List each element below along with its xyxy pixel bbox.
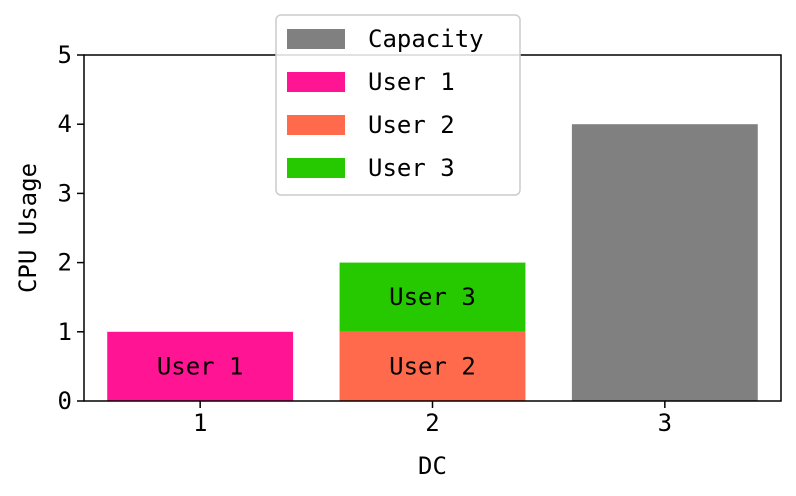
- y-tick-label: 4: [58, 110, 72, 138]
- y-tick-label: 1: [58, 318, 72, 346]
- bar-user-3-dc2: [339, 262, 526, 332]
- legend-label-capacity: Capacity: [368, 25, 484, 53]
- legend-swatch-user-1: [287, 72, 345, 92]
- y-tick-label: 2: [58, 249, 72, 277]
- bar-user-2-dc2: [339, 331, 526, 401]
- legend-swatch-capacity: [287, 29, 345, 49]
- x-axis: 1 2 3: [193, 401, 672, 437]
- legend-label-user-3: User 3: [368, 154, 455, 182]
- legend-label-user-2: User 2: [368, 111, 455, 139]
- bars-group: [107, 124, 758, 401]
- y-tick-label: 0: [58, 387, 72, 415]
- x-tick-label: 3: [658, 409, 672, 437]
- bar-user-1-dc1: [107, 331, 294, 401]
- bar-capacity-dc3: [571, 124, 758, 401]
- y-tick-label: 3: [58, 179, 72, 207]
- x-tick-label: 1: [193, 409, 207, 437]
- legend-swatch-user-2: [287, 115, 345, 135]
- x-tick-label: 2: [425, 409, 439, 437]
- legend-swatch-user-3: [287, 158, 345, 178]
- legend-label-user-1: User 1: [368, 68, 455, 96]
- y-axis-label: CPU Usage: [14, 163, 42, 293]
- legend-box: [275, 14, 521, 196]
- bar-labels-group: User 1 User 2 User 3: [157, 283, 476, 380]
- y-axis: 0 1 2 3 4 5: [58, 41, 84, 415]
- bar-label-user-3: User 3: [389, 283, 476, 311]
- x-axis-label: DC: [418, 452, 447, 480]
- y-tick-label: 5: [58, 41, 72, 69]
- bar-label-user-2: User 2: [389, 352, 476, 380]
- legend: Capacity User 1 User 2 User 3: [275, 14, 521, 196]
- bar-label-user-1: User 1: [157, 352, 244, 380]
